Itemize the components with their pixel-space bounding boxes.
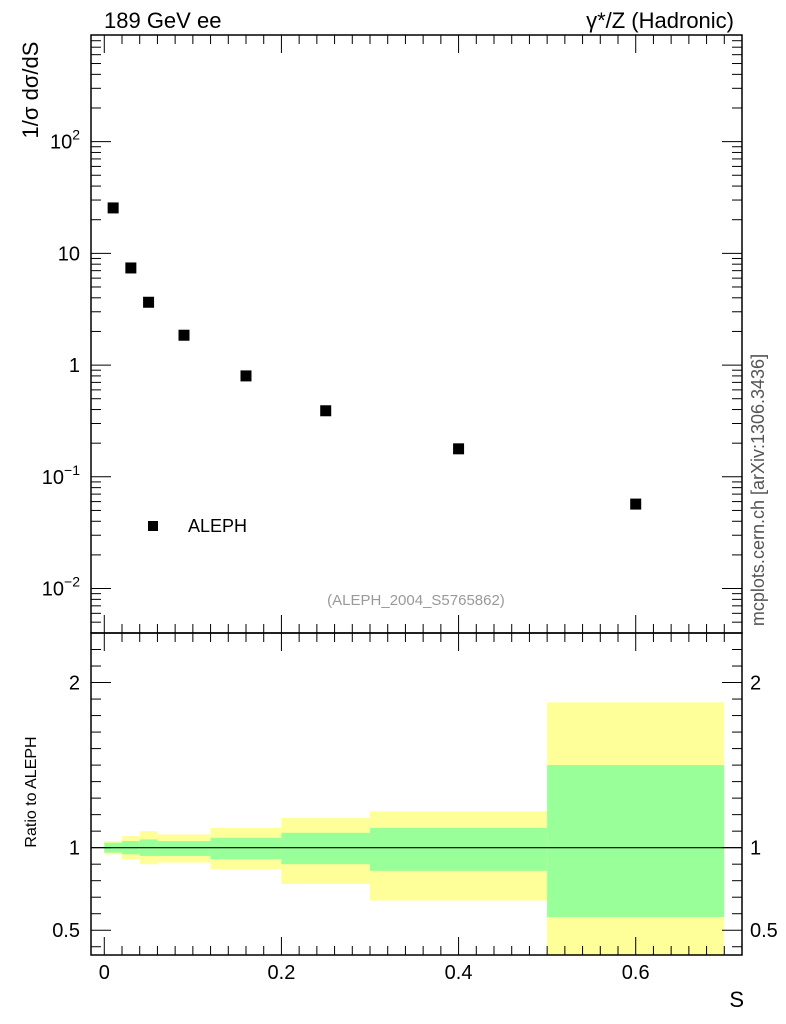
watermark: mcplots.cern.ch [arXiv:1306.3436] bbox=[748, 354, 768, 626]
data-point bbox=[240, 370, 252, 382]
ratio-band-green bbox=[210, 837, 282, 860]
analysis-annotation: (ALEPH_2004_S5765862) bbox=[327, 592, 505, 609]
ratio-y-tick-label-right: 2 bbox=[750, 673, 761, 695]
header-left: 189 GeV ee bbox=[104, 8, 221, 33]
bottom-plot-frame bbox=[90, 632, 743, 956]
y-tick-label: 102 bbox=[50, 127, 80, 154]
ratio-band-green bbox=[370, 827, 548, 871]
y-tick-label: 10 bbox=[58, 243, 80, 265]
y-tick-exponent: −1 bbox=[64, 462, 80, 478]
data-point bbox=[143, 296, 155, 308]
y-tick-label: 1 bbox=[69, 355, 80, 377]
legend-label: ALEPH bbox=[188, 516, 247, 536]
data-point bbox=[630, 498, 642, 510]
y-tick-base: 10 bbox=[58, 243, 80, 265]
data-point bbox=[320, 405, 332, 417]
y-tick-base: 10 bbox=[50, 132, 72, 154]
data-point bbox=[107, 202, 119, 214]
x-tick-label: 0.6 bbox=[622, 962, 650, 984]
ratio-band-green bbox=[281, 832, 370, 865]
axis-ticks bbox=[91, 34, 742, 955]
y-tick-label: 10−1 bbox=[42, 462, 80, 489]
y-tick-base: 10 bbox=[42, 467, 64, 489]
legend-marker bbox=[148, 521, 158, 531]
data-points bbox=[107, 202, 642, 510]
header-right: γ*/Z (Hadronic) bbox=[586, 8, 734, 33]
x-tick-label: 0 bbox=[99, 962, 110, 984]
ratio-y-tick-label-left: 2 bbox=[69, 673, 80, 695]
data-point bbox=[125, 262, 137, 274]
x-tick-label: 0.2 bbox=[268, 962, 296, 984]
ratio-y-tick-label-right: 1 bbox=[750, 838, 761, 860]
bottom-y-label: Ratio to ALEPH bbox=[23, 736, 40, 847]
data-point bbox=[453, 443, 465, 455]
ratio-y-tick-label-left: 1 bbox=[69, 838, 80, 860]
ratio-bands bbox=[104, 702, 725, 955]
data-point bbox=[178, 329, 190, 341]
ratio-band-green bbox=[157, 841, 211, 856]
y-tick-base: 10 bbox=[42, 579, 64, 601]
y-tick-exponent: −2 bbox=[64, 574, 80, 590]
y-tick-exponent: 2 bbox=[72, 127, 80, 143]
ratio-y-tick-label-left: 0.5 bbox=[52, 920, 80, 942]
ratio-y-tick-label-right: 0.5 bbox=[750, 920, 778, 942]
ratio-band-green bbox=[547, 765, 725, 918]
y-tick-base: 1 bbox=[69, 355, 80, 377]
top-y-label: 1/σ dσ/dS bbox=[18, 42, 43, 139]
x-axis-label: S bbox=[729, 987, 744, 1012]
y-tick-label: 10−2 bbox=[42, 574, 80, 601]
x-tick-label: 0.4 bbox=[445, 962, 473, 984]
